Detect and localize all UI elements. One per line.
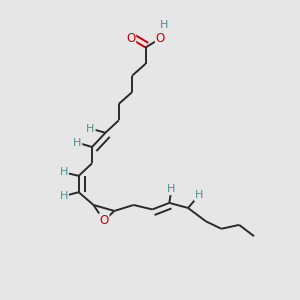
Text: H: H xyxy=(167,184,176,194)
Text: H: H xyxy=(60,191,68,201)
Text: O: O xyxy=(156,32,165,45)
Text: O: O xyxy=(99,214,109,227)
Text: H: H xyxy=(73,138,81,148)
Text: O: O xyxy=(126,32,135,45)
Text: H: H xyxy=(195,190,203,200)
Text: H: H xyxy=(86,124,95,134)
Text: H: H xyxy=(60,167,68,177)
Text: H: H xyxy=(160,20,169,30)
